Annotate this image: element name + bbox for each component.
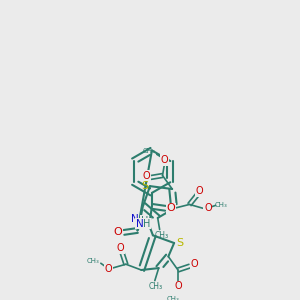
- Text: O: O: [167, 203, 176, 213]
- Text: CH₃: CH₃: [149, 282, 163, 291]
- Text: N: N: [131, 214, 138, 224]
- Text: S: S: [142, 181, 149, 191]
- Text: CH₃: CH₃: [215, 202, 228, 208]
- Text: H: H: [140, 216, 148, 226]
- Text: CH₃: CH₃: [87, 258, 100, 264]
- Text: O: O: [105, 264, 112, 274]
- Text: O: O: [195, 186, 203, 196]
- Text: O: O: [161, 155, 168, 165]
- Text: O: O: [114, 227, 123, 237]
- Text: S: S: [176, 238, 184, 248]
- Text: H: H: [143, 219, 151, 229]
- Text: O: O: [174, 281, 182, 291]
- Text: CH₃: CH₃: [143, 148, 155, 154]
- Text: CH₃: CH₃: [154, 231, 169, 240]
- Text: N: N: [136, 219, 143, 229]
- Text: CH₃: CH₃: [167, 296, 179, 300]
- Text: O: O: [190, 259, 198, 269]
- Text: O: O: [116, 243, 124, 253]
- Text: O: O: [142, 170, 150, 181]
- Text: O: O: [204, 203, 212, 213]
